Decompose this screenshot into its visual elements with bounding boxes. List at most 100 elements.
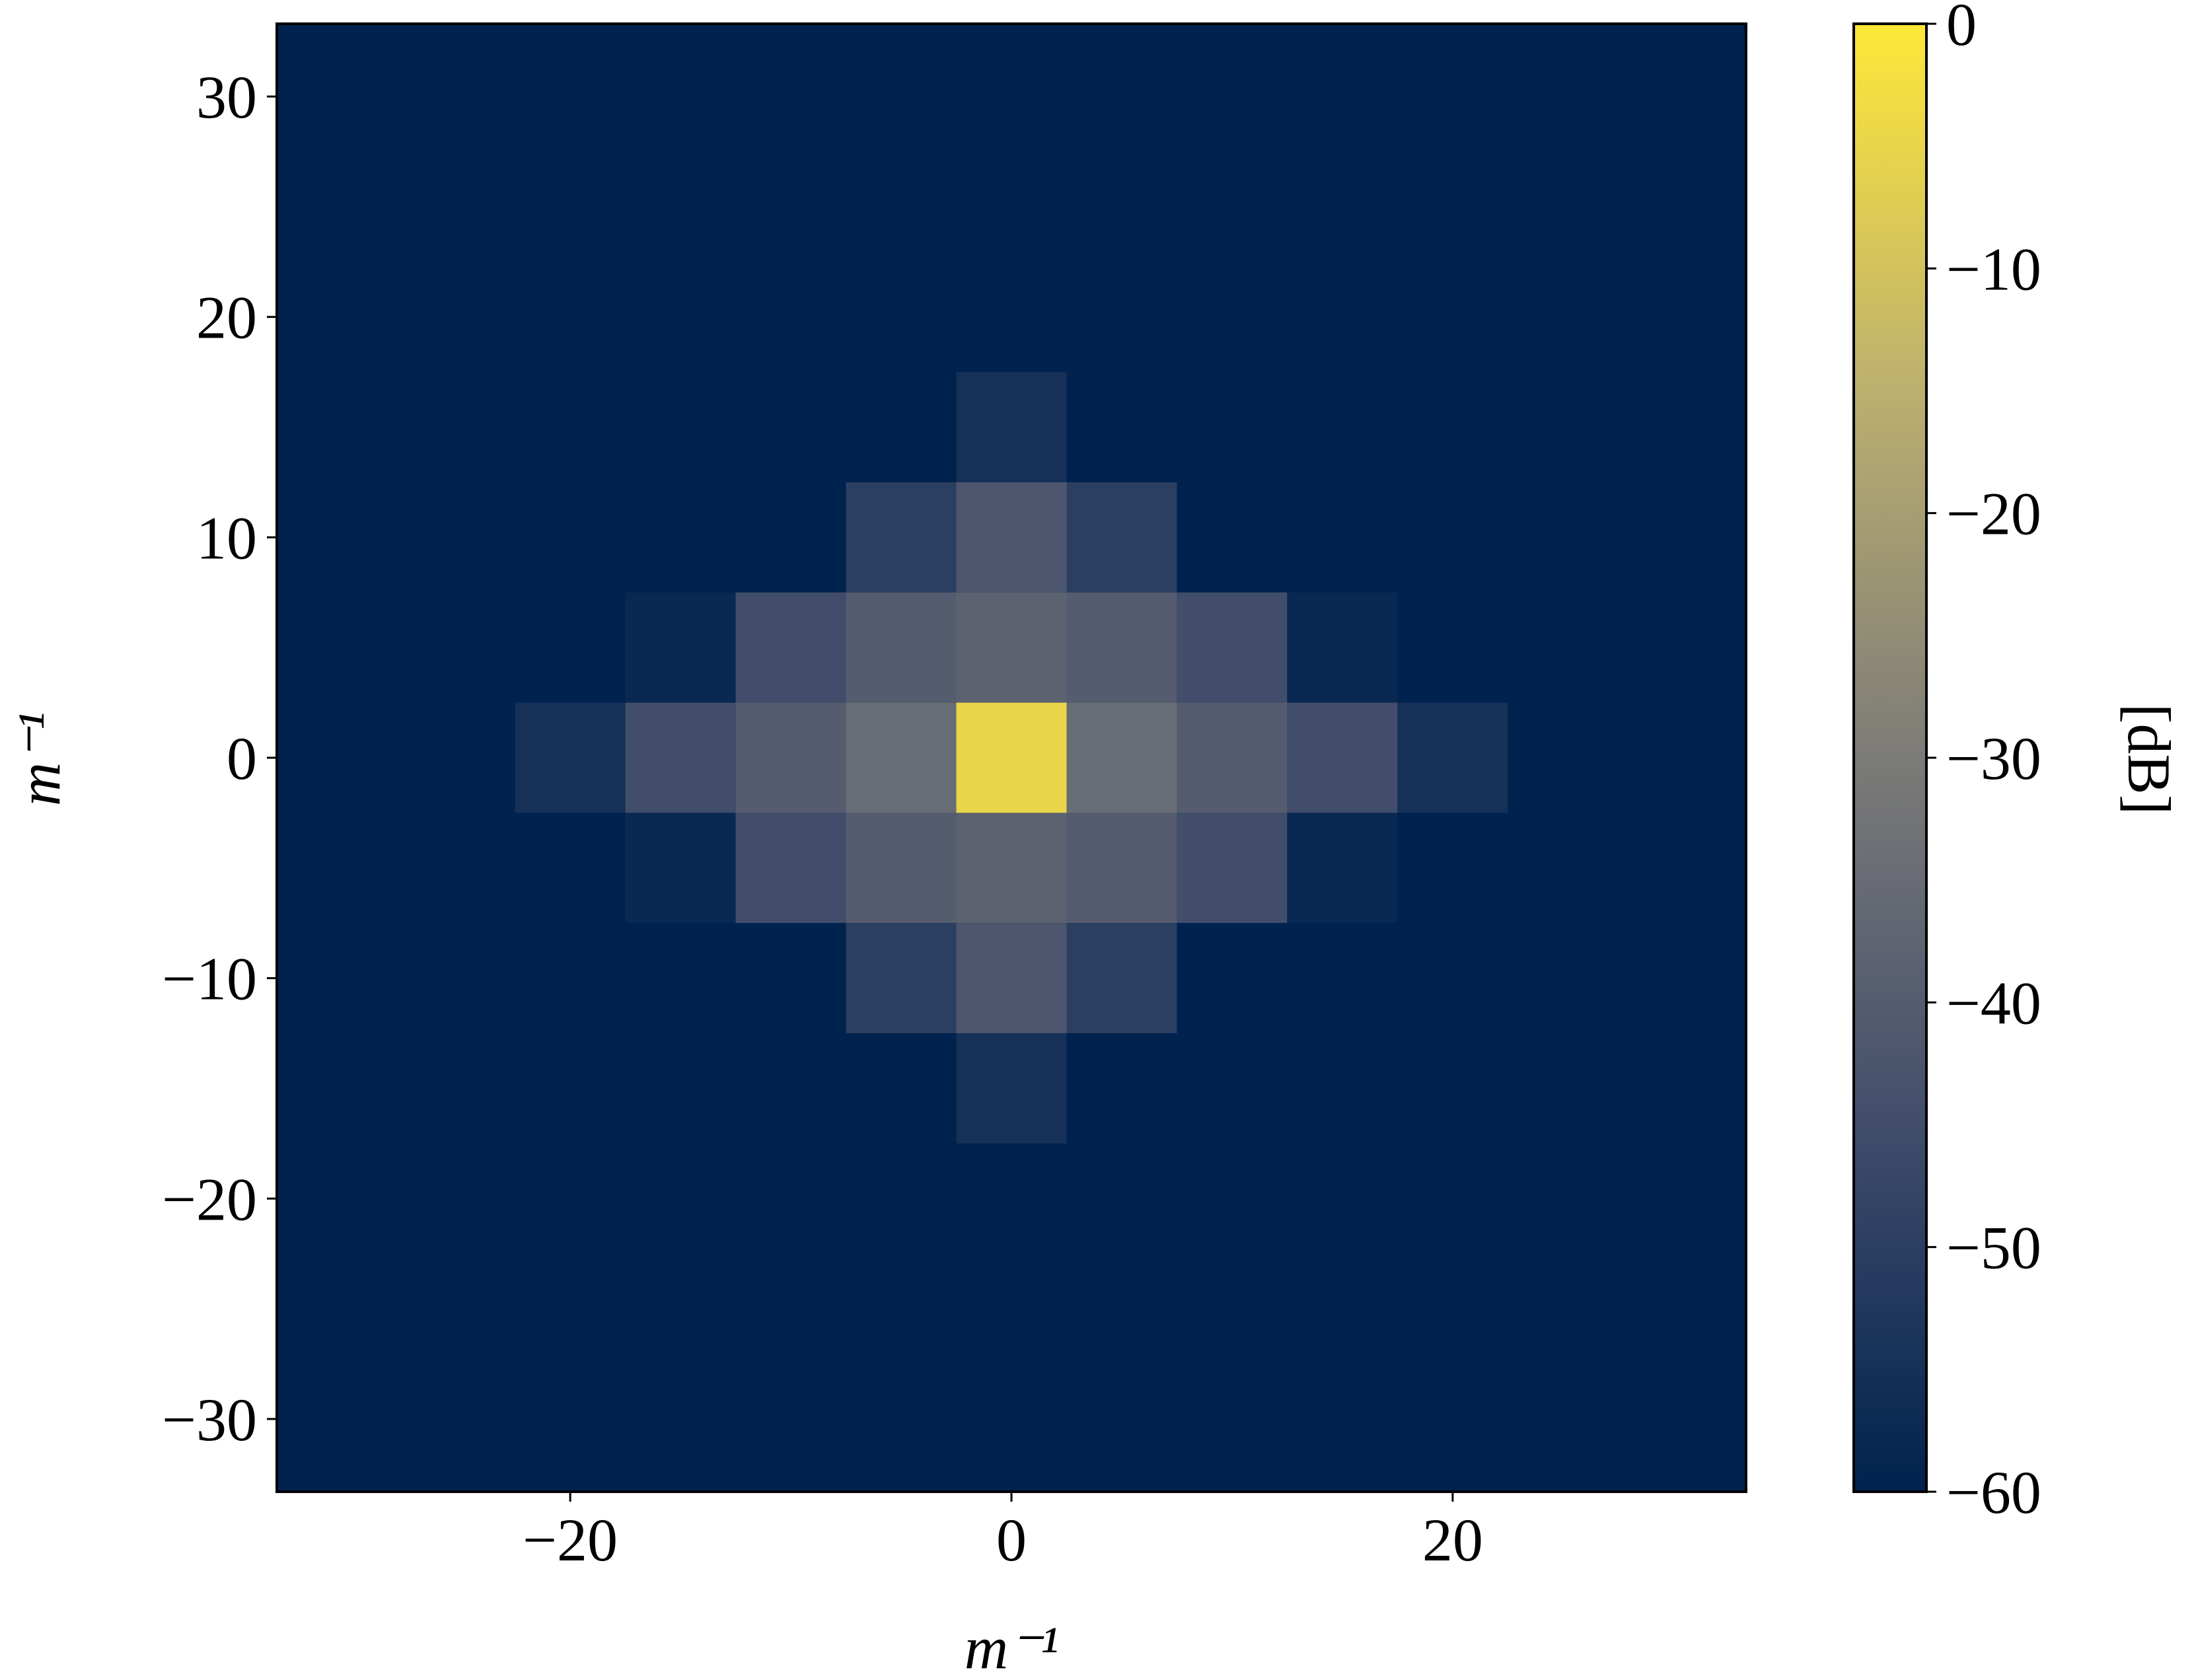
heatmap-cell [846, 1033, 957, 1144]
heatmap-cell [404, 372, 515, 482]
heatmap-cell [1066, 151, 1177, 262]
heatmap-cell [1287, 1033, 1398, 1144]
y-tick-label: 20 [196, 284, 257, 351]
heatmap-cell [1508, 41, 1619, 152]
heatmap-cell [735, 1364, 846, 1475]
heatmap-cell [515, 372, 626, 482]
heatmap-cell [1177, 372, 1288, 482]
heatmap-cell [1508, 482, 1619, 593]
heatmap-cell [1508, 1143, 1619, 1254]
heatmap-cell [404, 1364, 515, 1475]
heatmap-cell [846, 482, 957, 593]
colorbar-tick-label: −30 [1946, 725, 2041, 792]
heatmap-cell [846, 41, 957, 152]
heatmap-cell [1397, 41, 1508, 152]
heatmap-cell [1066, 1033, 1177, 1144]
heatmap-cell [1066, 41, 1177, 152]
heatmap-cell [846, 1364, 957, 1475]
heatmap-cell [1177, 1033, 1288, 1144]
heatmap-cell [404, 1253, 515, 1364]
heatmap-cell [294, 592, 405, 703]
heatmap-cell [404, 813, 515, 924]
heatmap-cell [735, 1033, 846, 1144]
heatmap-cell [1618, 372, 1729, 482]
heatmap-cell [625, 41, 736, 152]
heatmap-cell [1508, 923, 1619, 1034]
heatmap-cell [1508, 1364, 1619, 1475]
heatmap-cell [294, 1253, 405, 1364]
heatmap-cell [735, 702, 846, 813]
colorbar [1852, 22, 1928, 1493]
heatmap-cell [1177, 923, 1288, 1034]
heatmap-cell [1508, 813, 1619, 924]
heatmap-cell [1287, 482, 1398, 593]
heatmap-cell [1397, 702, 1508, 813]
heatmap-cell [294, 1143, 405, 1254]
heatmap-cell [404, 41, 515, 152]
heatmap-cell [1508, 372, 1619, 482]
y-axis-label: m⁻¹ [5, 712, 73, 807]
heatmap-cell [1177, 1364, 1288, 1475]
heatmap-cell [956, 813, 1067, 924]
heatmap-cell [1618, 813, 1729, 924]
heatmap-cell [956, 262, 1067, 373]
heatmap-cell [1618, 1253, 1729, 1364]
heatmap-cell [1618, 1033, 1729, 1144]
heatmap-cell [1397, 372, 1508, 482]
heatmap-cell [1508, 1253, 1619, 1364]
heatmap-cell [515, 592, 626, 703]
heatmap-cell [515, 1364, 626, 1475]
heatmap-cell [956, 1253, 1067, 1364]
heatmap-cell [1177, 592, 1288, 703]
heatmap-cell [1177, 702, 1288, 813]
heatmap-cell [1618, 1364, 1729, 1475]
heatmap-cell [956, 482, 1067, 593]
heatmap-cell [956, 702, 1067, 813]
heatmap-cell [294, 372, 405, 482]
heatmap-cell [294, 1364, 405, 1475]
colorbar-tick-label: −50 [1946, 1214, 2041, 1282]
heatmap-cell [1066, 262, 1177, 373]
heatmap-cell [1508, 151, 1619, 262]
heatmap-cell [294, 813, 405, 924]
heatmap-cell [735, 41, 846, 152]
heatmap-cell [735, 482, 846, 593]
heatmap-cell [404, 1033, 515, 1144]
heatmap-cell [1066, 482, 1177, 593]
heatmap-cell [1287, 1143, 1398, 1254]
y-tick-label: 10 [196, 504, 257, 571]
colorbar-tick-label: 0 [1946, 0, 1977, 58]
heatmap-cell [1066, 372, 1177, 482]
heatmap-cell [846, 702, 957, 813]
y-tick-label: −10 [162, 945, 257, 1013]
heatmap-cell [1177, 41, 1288, 152]
heatmap-cell [1618, 482, 1729, 593]
plot-area [277, 24, 1746, 1492]
heatmap-cell [956, 151, 1067, 262]
heatmap-cell [846, 1143, 957, 1254]
heatmap-cell [1177, 1143, 1288, 1254]
colorbar-tick-label: −40 [1946, 969, 2041, 1037]
heatmap-cell [956, 372, 1067, 482]
y-tick-label: −20 [162, 1165, 257, 1233]
heatmap-cell [1397, 1364, 1508, 1475]
heatmap-cell [846, 151, 957, 262]
heatmap-cell [846, 592, 957, 703]
heatmap-cell [956, 1364, 1067, 1475]
heatmap-cell [515, 482, 626, 593]
heatmap-cell [735, 372, 846, 482]
heatmap-cell [1287, 1253, 1398, 1364]
heatmap-cell [1066, 1253, 1177, 1364]
colorbar-tick-label: −20 [1946, 480, 2041, 548]
heatmap-cell [625, 813, 736, 924]
heatmap-cell [294, 41, 405, 152]
heatmap-cell [294, 151, 405, 262]
heatmap-cell [1397, 1253, 1508, 1364]
heatmap-cell [1177, 1253, 1288, 1364]
heatmap-cell [404, 923, 515, 1034]
y-tick-label: 0 [227, 725, 257, 792]
heatmap-cell [1287, 262, 1398, 373]
heatmap-cell [404, 262, 515, 373]
heatmap-cell [515, 1033, 626, 1144]
